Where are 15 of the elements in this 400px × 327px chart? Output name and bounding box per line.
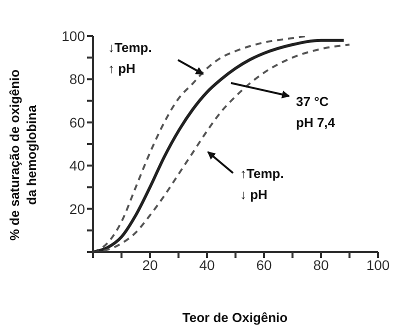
- x-tick-label: 60: [256, 256, 272, 273]
- x-tick-label: 40: [199, 256, 215, 273]
- y-tick-label: 40: [69, 158, 86, 174]
- x-tick-label: 80: [313, 256, 329, 273]
- y-tick-label: 60: [69, 114, 86, 130]
- x-tick-label: 100: [366, 256, 390, 273]
- annotation: ↓Temp. ↑ pH: [108, 40, 152, 76]
- y-tick-label: 20: [69, 200, 86, 217]
- y-tick-label: 100: [62, 28, 86, 44]
- annotation: ↑Temp. ↓ pH: [240, 166, 284, 202]
- x-tick-label: 20: [142, 256, 158, 273]
- y-tick-label: 80: [69, 71, 86, 88]
- annotation: 37 °C pH 7,4: [296, 94, 336, 130]
- y-axis-title: % de saturação de oxigênio da hemoglobina: [7, 69, 39, 241]
- x-axis-title: Teor de Oxigênio: [182, 310, 288, 325]
